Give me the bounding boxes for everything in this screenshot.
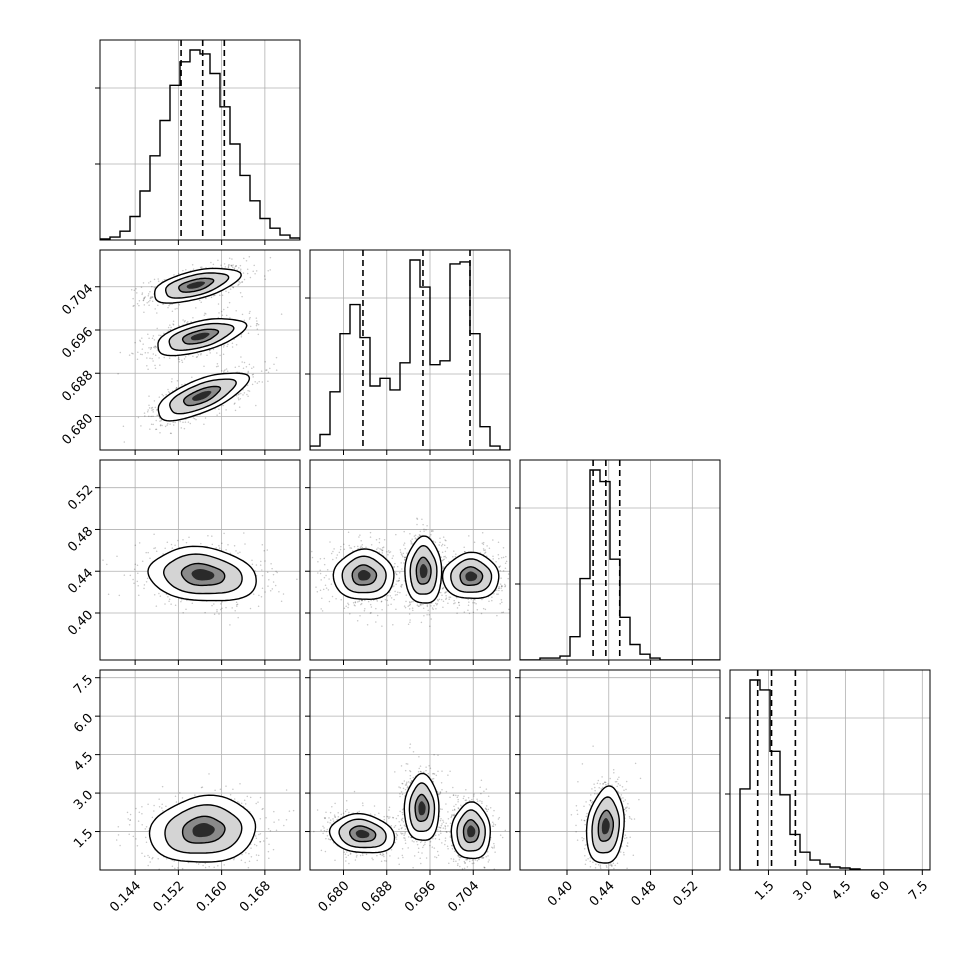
- density-core: [465, 571, 478, 582]
- panel-3-2: 0.40 0.44 0.48 0.52: [515, 669, 721, 910]
- y-tick-label: 0.48: [65, 524, 96, 555]
- grid-lines: [100, 40, 300, 240]
- x-tick-label: 6.0: [868, 878, 893, 903]
- panels-layer: 0.6800.6880.6960.7040.400.440.480.520.14…: [59, 39, 931, 915]
- y-tick-label: 3.0: [71, 788, 96, 813]
- y-tick-label: 0.44: [65, 566, 96, 597]
- density-core: [190, 332, 210, 341]
- density-core: [601, 818, 610, 835]
- y-tick-label: 0.40: [65, 608, 96, 639]
- x-tick-label: 4.5: [829, 878, 854, 903]
- y-tick-label: 4.5: [71, 749, 96, 774]
- y-tick-label: 0.688: [59, 368, 96, 405]
- density-core: [419, 564, 428, 579]
- y-tick-label: 0.680: [59, 411, 96, 448]
- panel-3-3: 1.5 3.0 4.5 6.0 7.5: [725, 669, 931, 904]
- y-tick-label: 1.5: [71, 826, 96, 851]
- density-core: [192, 390, 212, 401]
- grid-lines: [730, 670, 930, 870]
- panel-0-0: [95, 39, 301, 245]
- axes-frame: [519, 459, 721, 661]
- histogram-step: [100, 49, 300, 240]
- y-tick-label: 0.52: [65, 482, 96, 513]
- y-tick-label: 7.5: [71, 672, 96, 697]
- x-tick-label: 0.144: [107, 878, 144, 915]
- x-tick-label: 0.152: [151, 878, 188, 915]
- panel-1-1: [305, 249, 511, 455]
- axes-frame: [99, 459, 301, 661]
- axes-frame: [99, 249, 301, 451]
- density-contours: [147, 545, 257, 602]
- density-core: [418, 801, 426, 816]
- density-contours: [148, 794, 257, 863]
- density-core: [192, 823, 215, 838]
- density-core: [467, 825, 476, 838]
- panel-3-1: 0.680 0.688 0.696 0.704: [305, 669, 511, 915]
- density-contours: [585, 785, 625, 864]
- density-contours: [328, 772, 492, 860]
- panel-1-0: 0.680 0.688 0.696 0.704: [59, 249, 301, 455]
- density-core: [357, 570, 371, 581]
- x-tick-label: 0.44: [587, 878, 618, 909]
- panel-3-0: 0.144 0.152 0.160 0.168 1.5 3.0 4.5 6.0 7.5: [71, 669, 301, 915]
- density-core: [191, 569, 215, 581]
- y-tick-label: 0.696: [59, 325, 96, 362]
- density-core: [355, 829, 370, 839]
- x-tick-label: 7.5: [906, 878, 931, 903]
- axes-frame: [519, 669, 721, 871]
- histogram-step: [310, 259, 510, 450]
- density-core: [186, 281, 205, 289]
- x-tick-label: 0.48: [629, 878, 660, 909]
- axes-frame: [99, 669, 301, 871]
- x-tick-label: 0.704: [445, 878, 482, 915]
- x-tick-label: 0.696: [402, 878, 439, 915]
- x-tick-label: 0.52: [670, 878, 701, 909]
- axes-frame: [309, 669, 511, 871]
- density-contours: [332, 535, 500, 604]
- axes-frame: [729, 669, 931, 871]
- y-tick-label: 0.704: [59, 281, 96, 318]
- x-tick-label: 3.0: [791, 878, 816, 903]
- x-tick-label: 1.5: [752, 878, 777, 903]
- x-tick-label: 0.688: [359, 878, 396, 915]
- panel-2-1: [305, 459, 511, 665]
- x-tick-label: 0.160: [194, 878, 231, 915]
- x-tick-label: 0.40: [545, 878, 576, 909]
- panel-2-2: [515, 459, 721, 665]
- grid-lines: [520, 460, 720, 660]
- axes-frame: [99, 39, 301, 241]
- axes-frame: [309, 249, 511, 451]
- histogram-step: [520, 469, 720, 660]
- panel-2-0: 0.40 0.44 0.48 0.52: [65, 459, 301, 665]
- density-contours: [154, 267, 251, 422]
- x-tick-label: 0.680: [316, 878, 353, 915]
- x-tick-label: 0.168: [237, 878, 274, 915]
- histogram-step: [739, 679, 930, 870]
- axes-frame: [309, 459, 511, 661]
- y-tick-label: 6.0: [71, 711, 96, 736]
